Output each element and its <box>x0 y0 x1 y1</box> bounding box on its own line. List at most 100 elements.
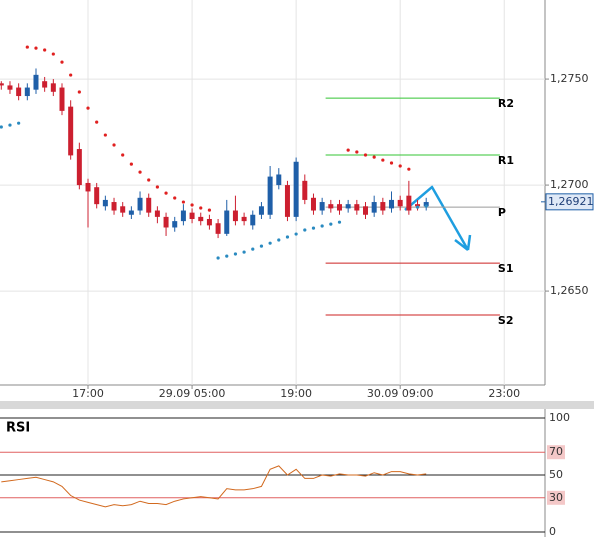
sar-dot <box>112 143 116 147</box>
sar-dot <box>372 155 376 159</box>
candle-body <box>85 182 91 192</box>
candle-body <box>206 219 212 226</box>
sar-dot <box>43 48 47 52</box>
candle-body <box>94 187 100 205</box>
candle-body <box>16 87 22 97</box>
sar-dot <box>389 161 394 165</box>
candle-body <box>250 214 256 226</box>
y-tick-label: 1,2700 <box>550 178 589 191</box>
sar-dot <box>60 60 64 64</box>
candle-body <box>172 221 178 228</box>
sar-dot <box>199 206 203 210</box>
candle-body <box>345 204 351 209</box>
candle-body <box>293 161 299 217</box>
candle-body <box>319 202 325 211</box>
pivot-label: S2 <box>498 314 514 327</box>
pivot-label: P <box>498 206 506 219</box>
sar-dot <box>268 241 272 245</box>
sar-dot <box>303 228 307 232</box>
sar-dot <box>259 244 264 248</box>
sar-dot <box>398 164 402 168</box>
pivot-label: R2 <box>498 97 514 110</box>
candle-body <box>0 83 4 86</box>
sar-dot <box>190 203 194 207</box>
candle-body <box>42 81 48 88</box>
sar-dot <box>355 150 359 154</box>
tick-label-box <box>547 490 565 505</box>
sar-dot <box>138 170 142 174</box>
sar-dot <box>320 224 324 228</box>
candle-body <box>336 204 342 211</box>
candle-body <box>397 199 403 207</box>
candle-body <box>50 83 56 92</box>
last-price-label: 1,26921 <box>548 195 594 208</box>
sar-dot <box>164 191 168 195</box>
candle-body <box>232 210 238 222</box>
sar-dot <box>181 200 186 204</box>
rsi-line <box>1 465 427 508</box>
x-tick-label: 30.09 09:00 <box>367 387 434 400</box>
y-tick-label: 1,2750 <box>550 72 589 85</box>
last-price-box <box>545 193 594 211</box>
y-tick-label: 0 <box>549 525 556 537</box>
sar-dot <box>337 220 342 224</box>
sar-dot <box>381 158 385 162</box>
candle-body <box>224 210 230 234</box>
candle-body <box>7 85 13 90</box>
sar-dot <box>121 153 125 157</box>
sar-dot <box>207 208 212 212</box>
sar-dot <box>0 125 3 129</box>
sar-dot <box>8 123 12 127</box>
sar-dot <box>363 153 368 157</box>
sar-dot <box>233 252 238 256</box>
sar-dot <box>77 90 81 94</box>
candle-body <box>154 210 160 217</box>
candle-body <box>310 197 316 211</box>
sar-dot <box>173 196 177 200</box>
sar-dot <box>86 106 90 110</box>
sar-dot <box>147 178 151 182</box>
rsi-title: RSI <box>6 421 30 436</box>
candle-body <box>111 202 117 211</box>
sar-dot <box>311 226 316 230</box>
candle-body <box>267 176 273 215</box>
forecast-arrow <box>404 185 472 251</box>
tick-label-box <box>547 445 565 460</box>
sar-dot <box>346 148 350 152</box>
candle-body <box>180 210 186 222</box>
candle-body <box>380 202 386 211</box>
x-tick-label: 17:00 <box>72 387 104 400</box>
x-tick-label: 29.09 05:00 <box>159 387 226 400</box>
candle-body <box>258 206 264 215</box>
sar-dot <box>294 232 298 236</box>
candle-body <box>76 149 82 186</box>
sar-dot <box>25 45 29 49</box>
panel-separator <box>0 401 594 409</box>
sar-dot <box>225 254 229 258</box>
candle-body <box>24 87 30 97</box>
y-tick-label: 30 <box>549 491 563 504</box>
candle-body <box>120 206 126 213</box>
candle-body <box>354 204 360 211</box>
candle-body <box>406 195 412 211</box>
sar-dot <box>155 185 159 189</box>
sar-dot <box>277 238 281 242</box>
sar-dot <box>34 46 38 50</box>
sar-dot <box>329 222 333 226</box>
candle-body <box>137 197 143 211</box>
candle-body <box>215 223 221 234</box>
sar-dot <box>407 167 411 171</box>
sar-dot <box>103 133 107 137</box>
candle-body <box>241 216 247 222</box>
candle-body <box>328 204 334 209</box>
pivot-label: S1 <box>498 262 514 275</box>
sar-dot <box>17 121 21 125</box>
sar-dot <box>424 204 428 208</box>
candle-body <box>146 197 152 213</box>
sar-dot <box>216 256 220 260</box>
sar-dot <box>242 250 246 254</box>
sar-dot <box>51 52 55 56</box>
pivot-label: R1 <box>498 154 514 167</box>
